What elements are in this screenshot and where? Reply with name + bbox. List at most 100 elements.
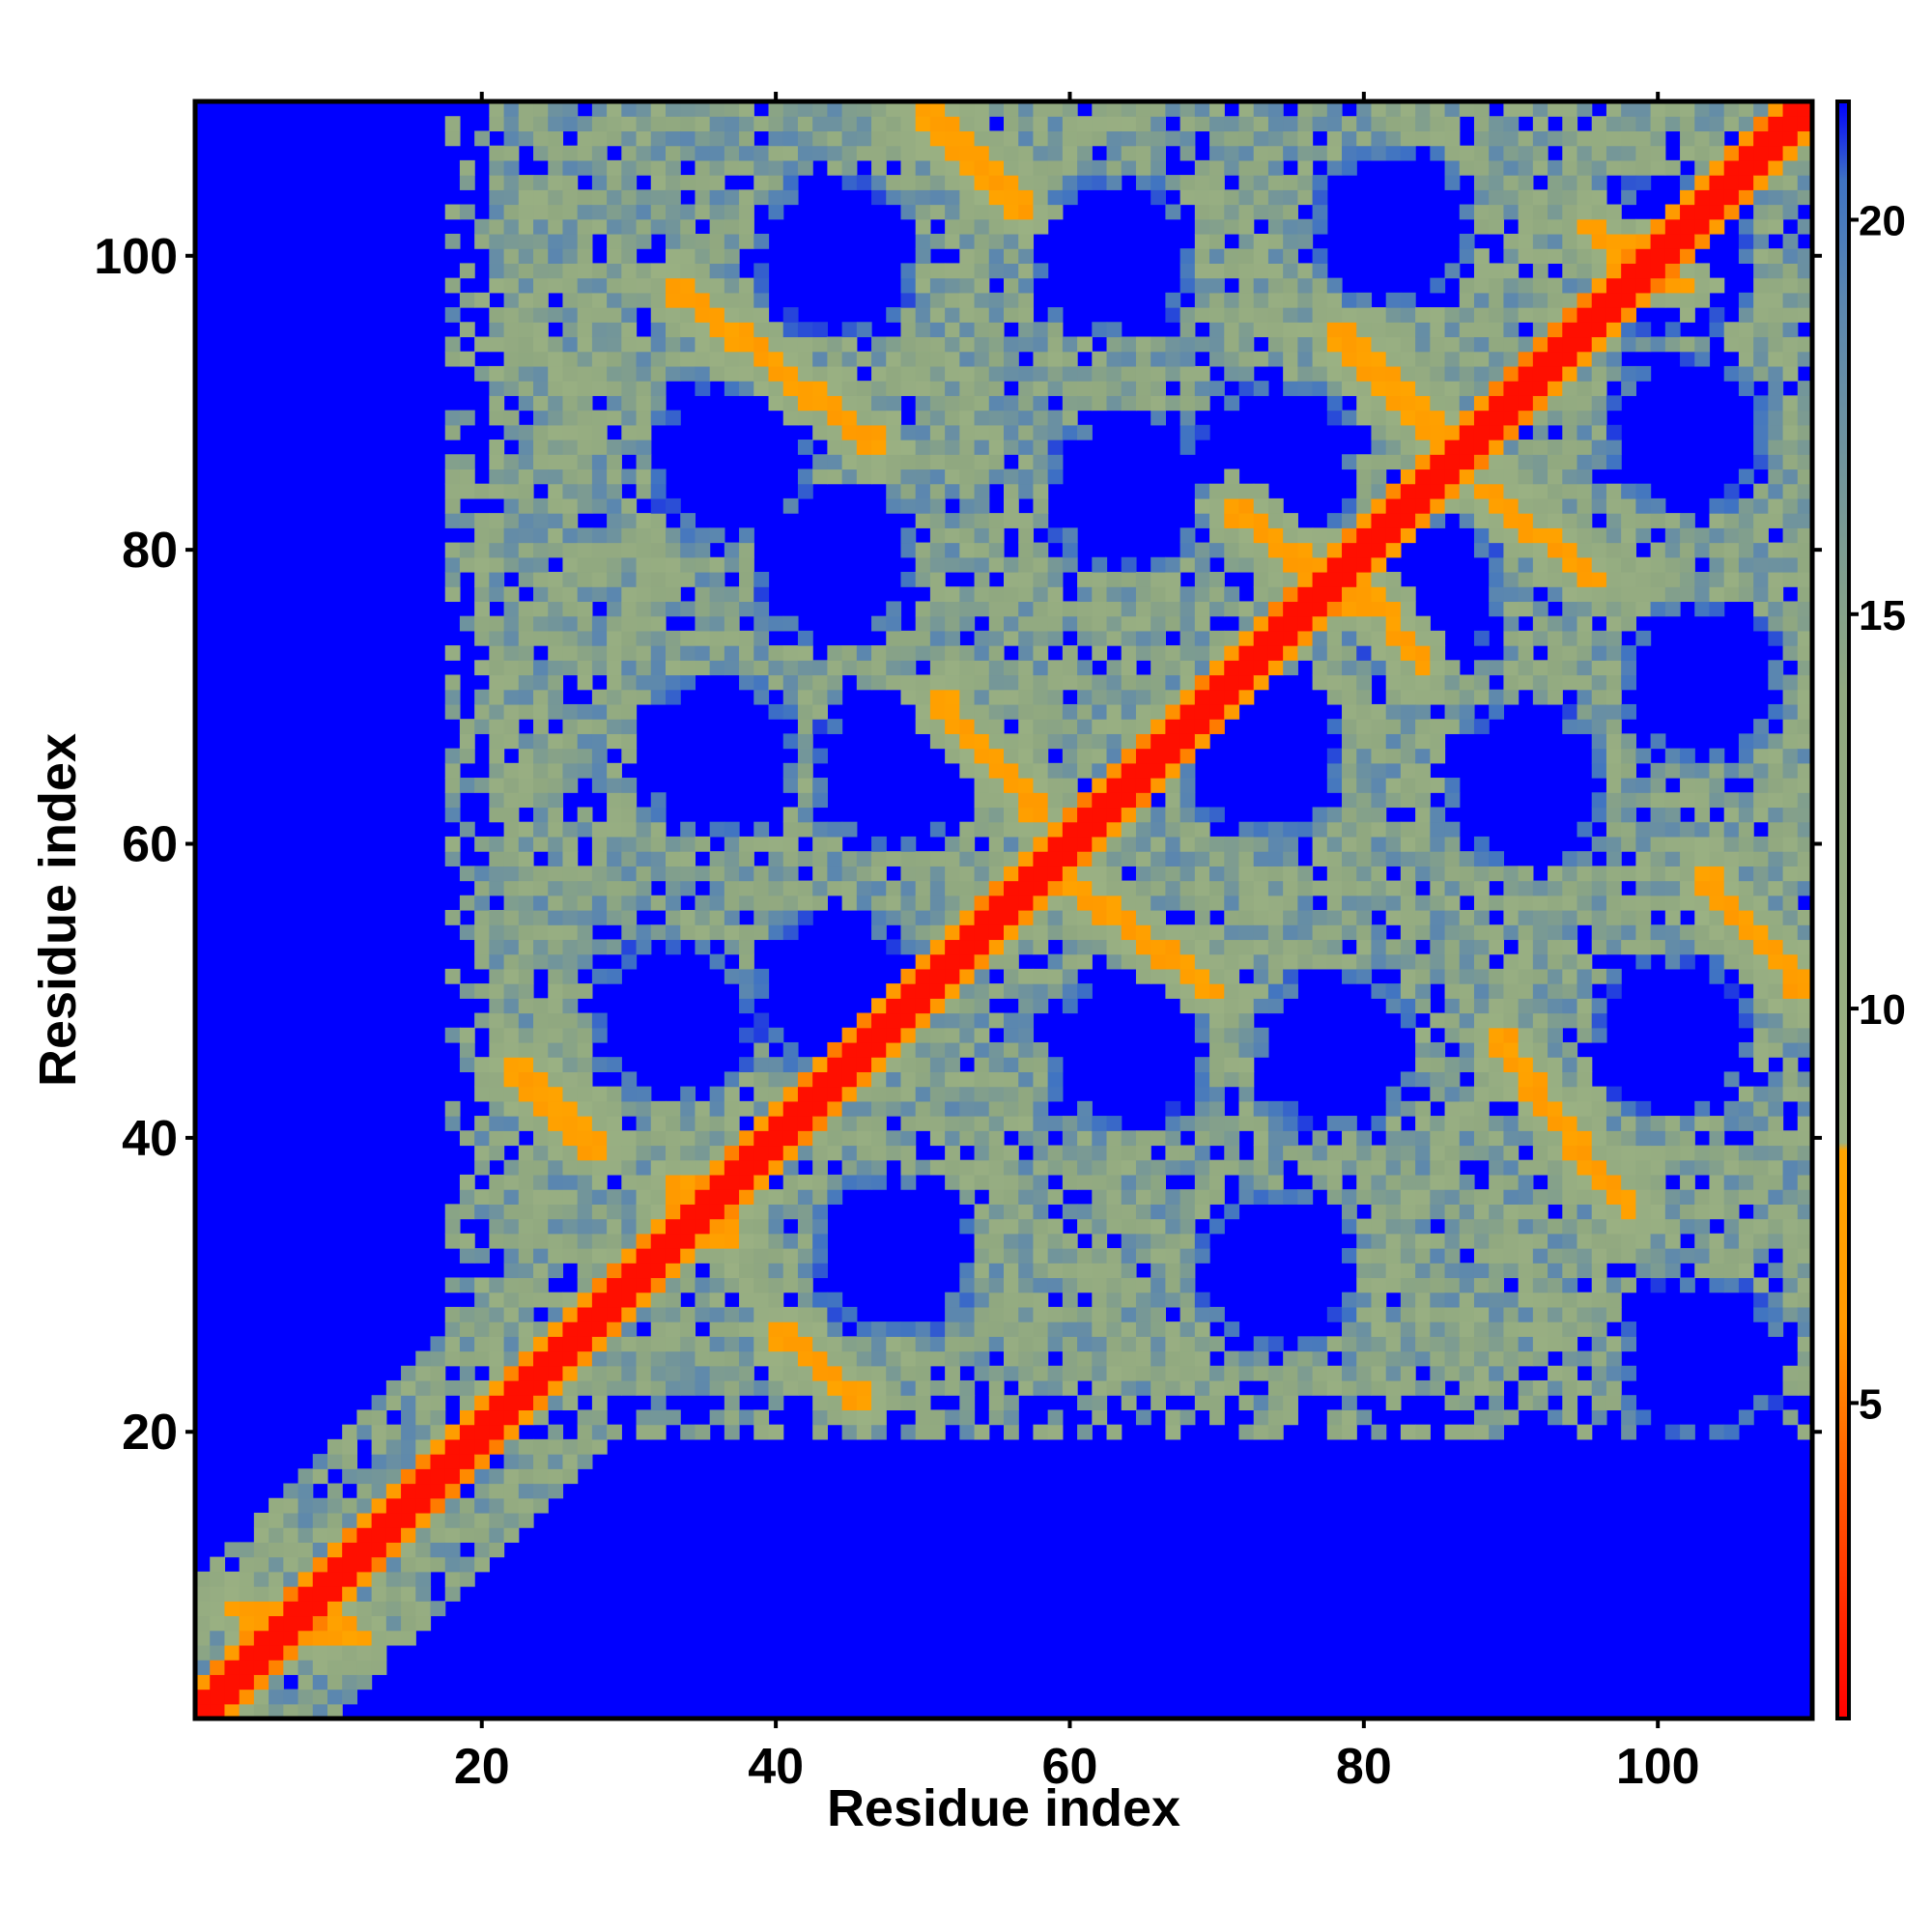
heatmap-cell bbox=[459, 1057, 475, 1072]
heatmap-cell bbox=[988, 1277, 1005, 1293]
heatmap-cell bbox=[1473, 527, 1490, 544]
heatmap-cell bbox=[1267, 497, 1284, 514]
heatmap-cell bbox=[415, 1395, 432, 1411]
heatmap-cell bbox=[929, 1409, 946, 1426]
heatmap-cell bbox=[665, 336, 681, 353]
heatmap-cell bbox=[974, 322, 990, 338]
heatmap-cell bbox=[1151, 601, 1166, 617]
heatmap-cell bbox=[1356, 336, 1373, 353]
heatmap-cell bbox=[1459, 395, 1475, 412]
heatmap-cell bbox=[1151, 1350, 1166, 1367]
heatmap-cell bbox=[459, 1438, 475, 1455]
heatmap-cell bbox=[1385, 1218, 1402, 1235]
heatmap-cell bbox=[1224, 953, 1240, 970]
heatmap-cell bbox=[782, 116, 799, 132]
heatmap-cell bbox=[1503, 497, 1520, 514]
heatmap-cell bbox=[753, 1159, 770, 1176]
heatmap-cell bbox=[1238, 189, 1255, 206]
heatmap-cell bbox=[1062, 395, 1078, 412]
heatmap-cell bbox=[1018, 1218, 1035, 1235]
heatmap-cell bbox=[1489, 1395, 1505, 1411]
heatmap-cell bbox=[1151, 953, 1166, 970]
heatmap-cell bbox=[1297, 277, 1314, 294]
heatmap-cell bbox=[812, 1424, 828, 1440]
heatmap-cell bbox=[1267, 204, 1284, 220]
heatmap-cell bbox=[1004, 615, 1019, 632]
heatmap-cell bbox=[1165, 792, 1181, 809]
heatmap-cell bbox=[577, 1027, 593, 1043]
heatmap-cell bbox=[474, 1468, 490, 1485]
heatmap-cell bbox=[1194, 1159, 1210, 1176]
heatmap-cell bbox=[1326, 571, 1343, 587]
heatmap-cell bbox=[856, 1321, 872, 1337]
heatmap-cell bbox=[636, 1263, 652, 1279]
heatmap-cell bbox=[1400, 601, 1416, 617]
heatmap-cell bbox=[503, 939, 520, 955]
heatmap-cell bbox=[1224, 851, 1240, 867]
heatmap-cell bbox=[430, 1395, 446, 1411]
heatmap-cell bbox=[1253, 953, 1269, 970]
heatmap-cell bbox=[1106, 1424, 1122, 1440]
heatmap-cell bbox=[1209, 1071, 1225, 1088]
heatmap-cell bbox=[680, 1159, 696, 1176]
heatmap-cell bbox=[1297, 263, 1314, 279]
heatmap-cell bbox=[739, 1336, 754, 1352]
heatmap-cell bbox=[1165, 1350, 1181, 1367]
heatmap-cell bbox=[533, 866, 549, 882]
heatmap-cell bbox=[1283, 263, 1298, 279]
heatmap-cell bbox=[886, 497, 902, 514]
heatmap-cell bbox=[929, 440, 946, 455]
heatmap-cell bbox=[607, 939, 622, 955]
heatmap-cell bbox=[929, 101, 946, 117]
heatmap-cell bbox=[518, 440, 534, 455]
heatmap-cell bbox=[753, 895, 770, 911]
heatmap-cell bbox=[1238, 851, 1255, 867]
heatmap-cell bbox=[621, 130, 638, 147]
heatmap-cell bbox=[210, 1601, 226, 1617]
heatmap-cell bbox=[253, 1660, 270, 1675]
heatmap-cell bbox=[1267, 968, 1284, 984]
heatmap-cell bbox=[797, 910, 813, 925]
heatmap-cell bbox=[782, 1145, 799, 1161]
heatmap-cell bbox=[1062, 1336, 1078, 1352]
heatmap-cell bbox=[269, 1512, 284, 1528]
heatmap-cell bbox=[841, 336, 858, 353]
heatmap-cell bbox=[1473, 1424, 1490, 1440]
heatmap-cell bbox=[1459, 968, 1475, 984]
heatmap-cell bbox=[974, 748, 990, 764]
heatmap-cell bbox=[591, 542, 608, 558]
heatmap-cell bbox=[915, 292, 931, 308]
heatmap-cell bbox=[1326, 1189, 1343, 1205]
heatmap-cell bbox=[1342, 542, 1357, 558]
heatmap-cell bbox=[607, 821, 622, 838]
heatmap-cell bbox=[739, 1233, 754, 1249]
heatmap-cell bbox=[1503, 351, 1520, 367]
heatmap-cell bbox=[665, 218, 681, 235]
heatmap-cell bbox=[1326, 924, 1343, 941]
heatmap-cell bbox=[929, 983, 946, 999]
heatmap-cell bbox=[1356, 748, 1373, 764]
heatmap-cell bbox=[636, 1204, 652, 1220]
heatmap-cell bbox=[650, 556, 667, 573]
heatmap-cell bbox=[1194, 1321, 1210, 1337]
heatmap-cell bbox=[518, 469, 534, 485]
heatmap-cell bbox=[1062, 145, 1078, 161]
heatmap-cell bbox=[1092, 703, 1108, 720]
heatmap-cell bbox=[1503, 263, 1520, 279]
heatmap-cell bbox=[548, 1483, 564, 1499]
heatmap-cell bbox=[812, 424, 828, 440]
heatmap-cell bbox=[1297, 365, 1314, 382]
heatmap-cell bbox=[607, 513, 622, 528]
heatmap-cell bbox=[591, 497, 608, 514]
heatmap-cell bbox=[577, 1204, 593, 1220]
heatmap-cell bbox=[591, 630, 608, 646]
heatmap-cell bbox=[548, 1159, 564, 1176]
heatmap-cell bbox=[1503, 1086, 1520, 1102]
heatmap-cell bbox=[812, 792, 828, 809]
heatmap-cell bbox=[929, 277, 946, 294]
heatmap-cell bbox=[1444, 895, 1461, 911]
heatmap-cell bbox=[1326, 365, 1343, 382]
heatmap-cell bbox=[1106, 924, 1122, 941]
heatmap-cell bbox=[474, 483, 490, 499]
heatmap-cell bbox=[945, 189, 960, 206]
